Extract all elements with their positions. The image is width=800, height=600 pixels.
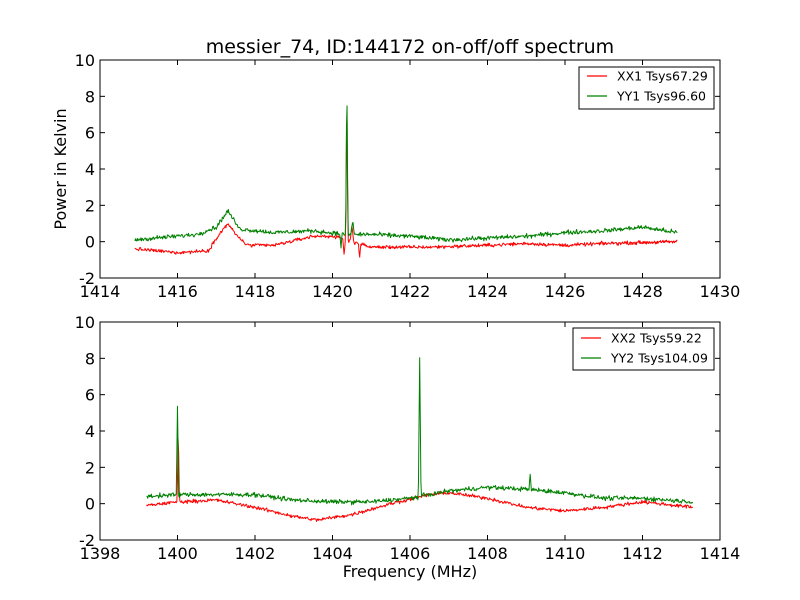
bottom-y-tick-label: 2 — [85, 458, 95, 477]
x-axis-label: Frequency (MHz) — [343, 562, 477, 581]
top-y-tick-label: 8 — [85, 87, 95, 106]
series-line-yy2 — [146, 357, 694, 506]
bottom-x-tick-label: 1404 — [312, 544, 353, 563]
bottom-y-tick-label: 8 — [85, 349, 95, 368]
bottom-y-tick-label: 0 — [85, 495, 95, 514]
top-x-tick-label: 1422 — [390, 282, 431, 301]
top-plot-frame — [99, 59, 721, 279]
top-tick-layer: 1414 1416 1418 1420 1422 1424 1426 1428 1430 -2 0 2… — [75, 51, 741, 301]
top-panel: messier_74, ID:144172 on-off/off spectru… — [51, 36, 740, 301]
top-y-tick-label: 10 — [75, 51, 95, 70]
top-x-tick-label: 1418 — [235, 282, 276, 301]
bottom-x-tick-label: 1402 — [235, 544, 276, 563]
top-x-tick-label: 1424 — [467, 282, 508, 301]
series-line-xx1 — [134, 119, 678, 258]
top-y-tick-label: 2 — [85, 196, 95, 215]
bottom-x-tick-label: 1400 — [157, 544, 198, 563]
bottom-legend-box — [572, 327, 715, 371]
bottom-legend: XX2 Tsys59.22 YY2 Tsys104.09 — [572, 327, 715, 371]
bottom-x-tick-label: 1414 — [700, 544, 741, 563]
y-axis-label: Power in Kelvin — [51, 108, 70, 229]
bottom-y-tick-label: 4 — [85, 422, 95, 441]
bottom-x-tick-label: 1410 — [545, 544, 586, 563]
top-y-tick-label: 6 — [85, 124, 95, 143]
top-y-tick-label: 4 — [85, 160, 95, 179]
bottom-x-tick-label: 1398 — [80, 544, 121, 563]
series-line-xx2 — [146, 438, 694, 522]
top-y-tick-label: 0 — [85, 233, 95, 252]
legend-label-xx1: XX1 Tsys67.29 — [617, 69, 708, 84]
top-series-layer — [134, 105, 678, 258]
legend-label-xx2: XX2 Tsys59.22 — [611, 331, 702, 346]
bottom-x-tick-label: 1406 — [390, 544, 431, 563]
bottom-plot-frame — [99, 321, 721, 541]
top-legend-box — [578, 66, 715, 110]
bottom-x-tick-label: 1412 — [622, 544, 663, 563]
top-y-tick-label: -2 — [79, 269, 95, 288]
bottom-y-tick-label: -2 — [79, 531, 95, 550]
bottom-y-tick-label: 10 — [75, 313, 95, 332]
top-legend: XX1 Tsys67.29 YY1 Tsys96.60 — [578, 66, 715, 110]
top-x-tick-label: 1416 — [157, 282, 198, 301]
bottom-y-tick-label: 6 — [85, 386, 95, 405]
series-line-yy1 — [134, 105, 678, 249]
legend-label-yy1: YY1 Tsys96.60 — [616, 89, 706, 104]
chart-title: messier_74, ID:144172 on-off/off spectru… — [206, 36, 614, 58]
bottom-series-layer — [146, 357, 694, 522]
legend-label-yy2: YY2 Tsys104.09 — [610, 351, 708, 366]
top-x-tick-label: 1426 — [545, 282, 586, 301]
bottom-panel: 1398 1400 1402 1404 1406 1408 1410 1412 1414 -2 0 2… — [75, 313, 741, 581]
bottom-tick-layer: 1398 1400 1402 1404 1406 1408 1410 1412 1414 -2 0 2… — [75, 313, 741, 563]
top-x-tick-label: 1428 — [622, 282, 663, 301]
top-x-tick-label: 1414 — [80, 282, 121, 301]
top-x-tick-label: 1430 — [700, 282, 741, 301]
top-x-tick-label: 1420 — [312, 282, 353, 301]
bottom-x-tick-label: 1408 — [467, 544, 508, 563]
